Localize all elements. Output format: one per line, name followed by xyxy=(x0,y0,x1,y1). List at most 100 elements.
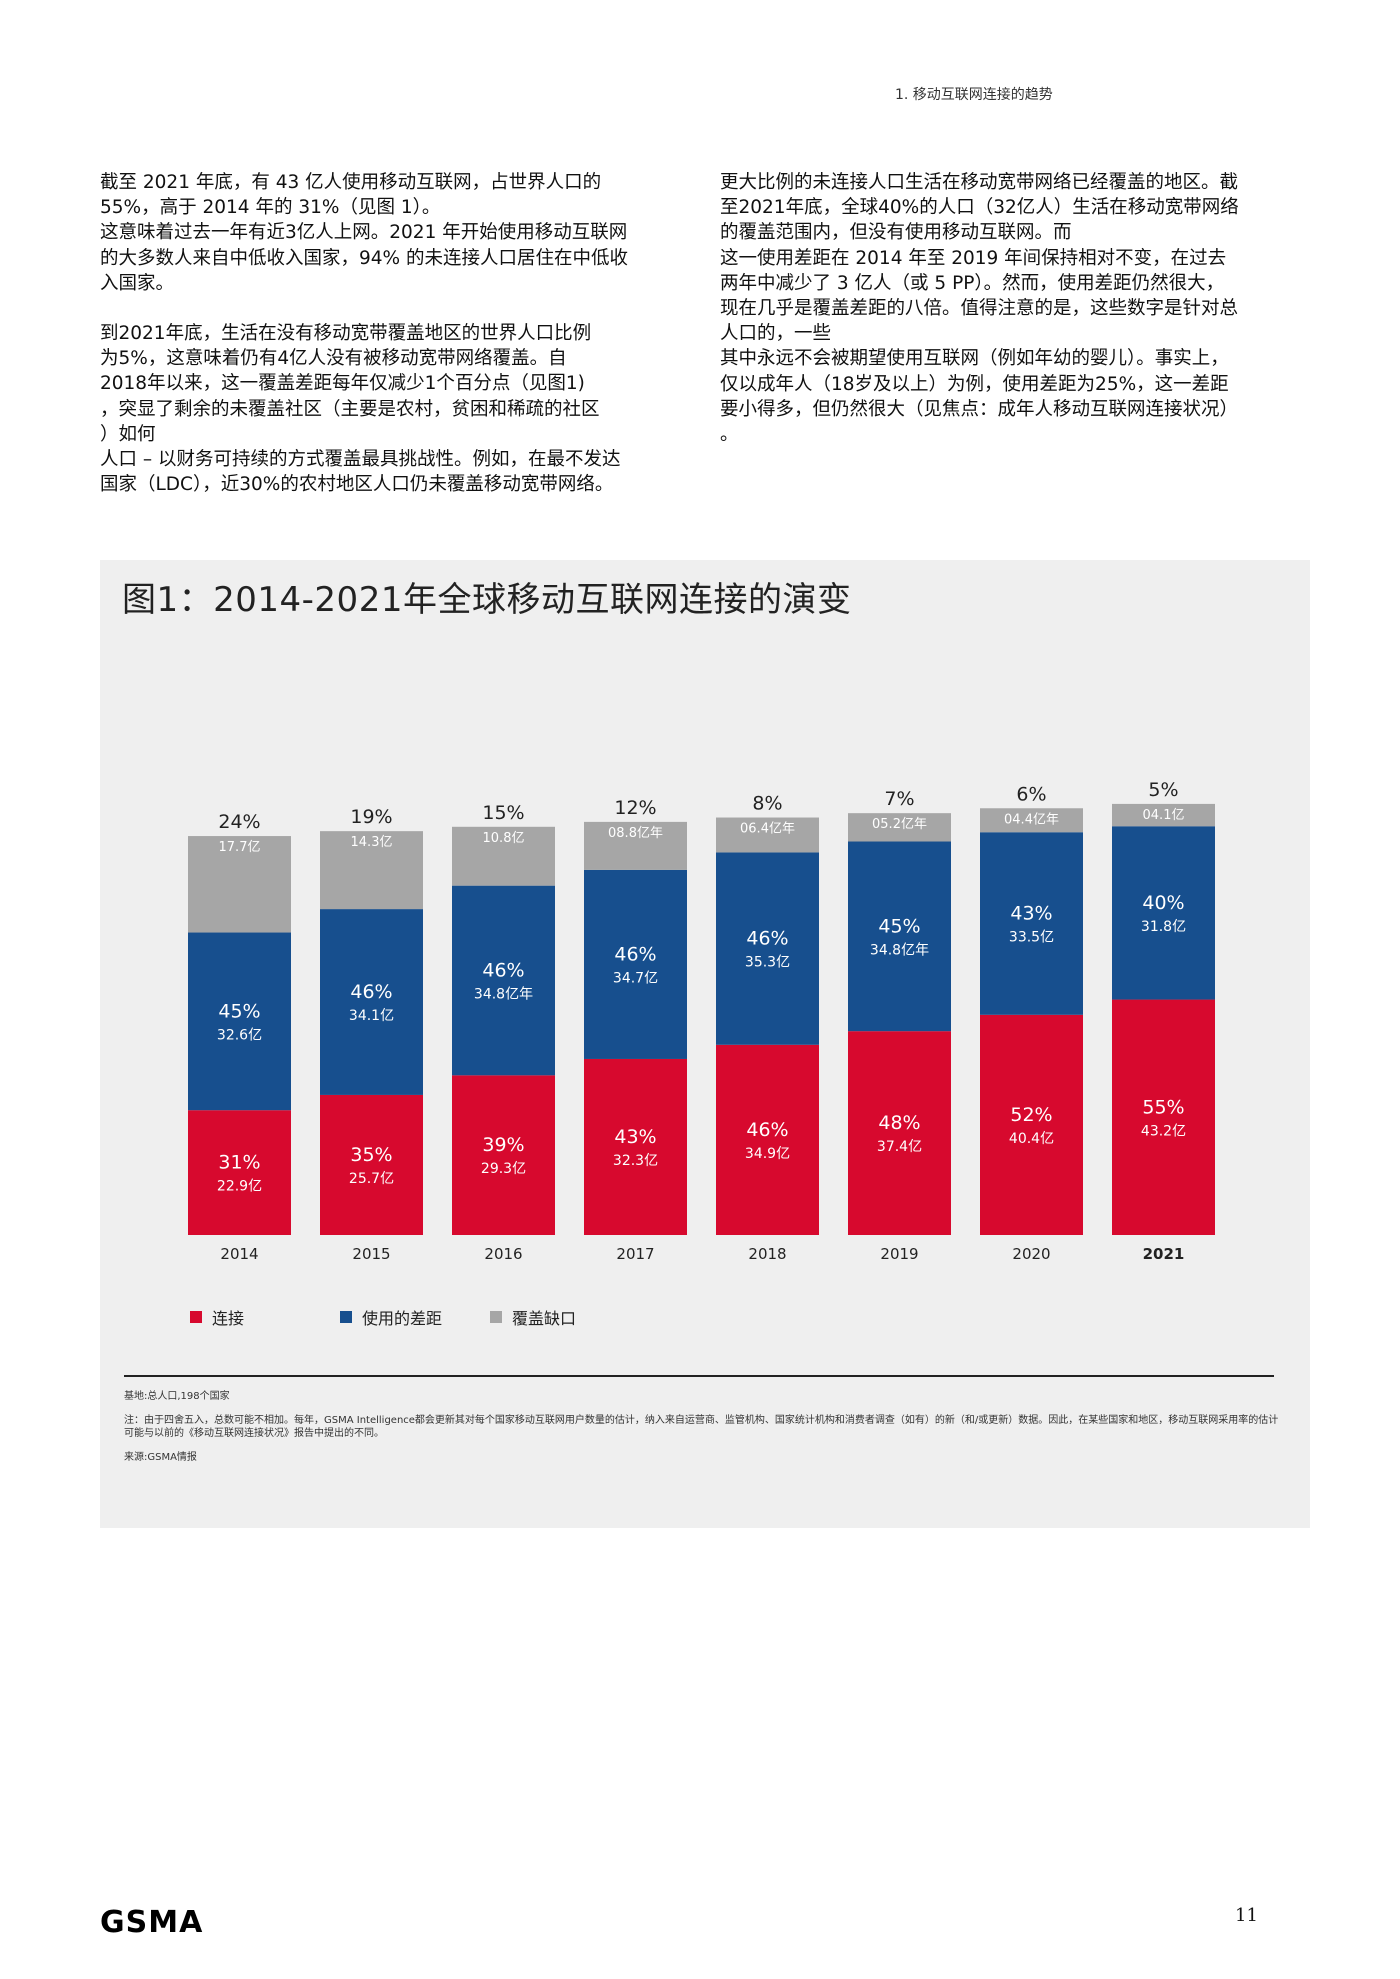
percent-label: 31% xyxy=(218,1152,260,1174)
percent-label: 55% xyxy=(1142,1096,1184,1118)
value-label: 33.5亿 xyxy=(1009,930,1054,946)
value-label: 04.4亿年 xyxy=(1004,812,1059,827)
legend-item-usage-gap: 使用的差距 xyxy=(340,1305,490,1329)
text-line: 入国家。 xyxy=(100,272,175,294)
legend-swatch xyxy=(340,1311,352,1323)
x-tick-label: 2017 xyxy=(616,1245,654,1263)
text-line: 至2021年底，全球40%的人口（32亿人）生活在移动宽带网络 xyxy=(720,197,1239,219)
bar-segment xyxy=(584,1058,687,1235)
legend-label: 连接 xyxy=(212,1309,245,1328)
figure-divider xyxy=(124,1375,1274,1377)
x-tick-label: 2018 xyxy=(748,1245,786,1263)
percent-label: 6% xyxy=(1016,783,1046,805)
x-tick-label: 2014 xyxy=(220,1245,258,1263)
value-label: 06.4亿年 xyxy=(740,822,795,837)
bar-segment xyxy=(320,1094,423,1235)
percent-label: 48% xyxy=(878,1112,920,1134)
figure-panel: 图1：2014-2021年全球移动互联网连接的演变 31% 22.9亿 45% 32.… xyxy=(100,560,1310,1528)
percent-label: 46% xyxy=(746,928,788,950)
text-line: 这意味着过去一年有近3亿人上网。2021 年开始使用移动互联网 xyxy=(100,222,628,244)
percent-label: 46% xyxy=(482,959,524,981)
value-label: 25.7亿 xyxy=(349,1171,394,1187)
bar-segment xyxy=(848,1031,951,1235)
value-label: 34.1亿 xyxy=(349,1008,394,1024)
value-label: 35.3亿 xyxy=(745,955,790,971)
bar-segment xyxy=(980,832,1083,1015)
value-label: 22.9亿 xyxy=(217,1179,262,1195)
x-tick-label: 2015 xyxy=(352,1245,390,1263)
bar-segment xyxy=(188,932,291,1111)
text-line: 。 xyxy=(720,424,739,446)
bar-segment xyxy=(452,1075,555,1235)
value-label: 17.7亿 xyxy=(219,840,261,855)
text-line: 这一使用差距在 2014 年至 2019 年间保持相对不变，在过去 xyxy=(720,247,1227,269)
legend-label: 覆盖缺口 xyxy=(512,1309,577,1328)
percent-label: 46% xyxy=(746,1119,788,1141)
value-label: 10.8亿 xyxy=(483,831,525,846)
percent-label: 8% xyxy=(752,793,782,815)
bar-segment xyxy=(452,885,555,1076)
text-line: 到2021年底，生活在没有移动宽带覆盖地区的世界人口比例 xyxy=(100,323,592,345)
percent-label: 45% xyxy=(878,915,920,937)
value-label: 04.1亿 xyxy=(1143,808,1185,823)
percent-label: 46% xyxy=(350,981,392,1003)
x-tick-label: 2020 xyxy=(1012,1245,1050,1263)
value-label: 34.8亿年 xyxy=(474,986,533,1002)
percent-label: 39% xyxy=(482,1134,524,1156)
bar-segment xyxy=(320,909,423,1095)
value-label: 32.3亿 xyxy=(613,1153,658,1169)
text-line: 2018年以来，这一覆盖差距每年仅减少1个百分点（见图1) xyxy=(100,373,585,395)
legend-item-coverage-gap: 覆盖缺口 xyxy=(490,1305,640,1329)
text-line: ，突显了剩余的未覆盖社区（主要是农村，贫困和稀疏的社区 xyxy=(100,398,600,420)
text-line: 截至 2021 年底，有 43 亿人使用移动互联网，占世界人口的 xyxy=(100,172,602,193)
right-text-column: 更大比例的未连接人口生活在移动宽带网络已经覆盖的地区。截 至2021年底，全球4… xyxy=(720,170,1290,447)
bar-segment xyxy=(716,1044,819,1235)
text-line: 国家（LDC），近30%的农村地区人口仍未覆盖移动宽带网络。 xyxy=(100,474,614,496)
chart-legend: 连接 使用的差距 覆盖缺口 xyxy=(190,1305,640,1329)
bar-segment xyxy=(584,869,687,1059)
text-line: 55%，高于 2014 年的 31%（见图 1）。 xyxy=(100,197,441,219)
percent-label: 46% xyxy=(614,943,656,965)
text-line: ）如何 xyxy=(100,423,156,445)
legend-label: 使用的差距 xyxy=(362,1309,443,1328)
bar-segment xyxy=(188,1110,291,1235)
x-tick-label: 2021 xyxy=(1143,1245,1185,1263)
value-label: 34.9亿 xyxy=(745,1146,790,1162)
figure-title: 图1：2014-2021年全球移动互联网连接的演变 xyxy=(122,580,852,620)
bar-segment xyxy=(980,808,1083,833)
text-line: 其中永远不会被期望使用互联网（例如年幼的婴儿）。事实上， xyxy=(720,348,1229,370)
percent-label: 5% xyxy=(1148,779,1178,801)
bar-segment xyxy=(1112,803,1215,827)
text-line: 为5%，这意味着仍有4亿人没有被移动宽带网络覆盖。自 xyxy=(100,348,567,370)
text-line: 的大多数人来自中低收入国家，94% 的未连接人口居住在中低收 xyxy=(100,247,629,269)
value-label: 34.8亿年 xyxy=(870,942,929,958)
value-label: 05.2亿年 xyxy=(872,817,927,832)
gsma-logo: GSMA xyxy=(100,1905,204,1940)
legend-swatch xyxy=(190,1311,202,1323)
value-label: 37.4亿 xyxy=(877,1139,922,1155)
bar-segment xyxy=(848,813,951,842)
bar-segment xyxy=(1112,826,1215,1000)
value-label: 32.6亿 xyxy=(217,1027,262,1043)
value-label: 08.8亿年 xyxy=(608,826,663,841)
text-line: 两年中减少了 3 亿人（或 5 PP）。然而，使用差距仍然很大， xyxy=(720,272,1225,294)
percent-label: 24% xyxy=(218,811,260,833)
page-number: 11 xyxy=(1235,1905,1258,1926)
value-label: 31.8亿 xyxy=(1141,919,1186,935)
percent-label: 15% xyxy=(482,802,524,824)
section-header: 1. 移动互联网连接的趋势 xyxy=(895,87,1053,103)
figure-source: 来源:GSMA情报 xyxy=(124,1451,197,1463)
figure-footnote: 注：由于四舍五入，总数可能不相加。每年，GSMA Intelligence都会更… xyxy=(124,1414,1279,1440)
value-label: 14.3亿 xyxy=(351,835,393,850)
percent-label: 43% xyxy=(1010,903,1052,925)
percent-label: 12% xyxy=(614,797,656,819)
text-line: 的覆盖范围内，但没有使用移动互联网。而 xyxy=(720,222,1072,244)
text-line: 要小得多，但仍然很大（见焦点：成年人移动互联网连接状况） xyxy=(720,398,1239,420)
x-tick-label: 2019 xyxy=(880,1245,918,1263)
left-text-column: 截至 2021 年底，有 43 亿人使用移动互联网，占世界人口的 55%，高于 … xyxy=(100,170,670,497)
bar-segment xyxy=(716,852,819,1045)
percent-label: 7% xyxy=(884,788,914,810)
bar-segment xyxy=(452,826,555,886)
value-label: 29.3亿 xyxy=(481,1161,526,1177)
value-label: 34.7亿 xyxy=(613,970,658,986)
